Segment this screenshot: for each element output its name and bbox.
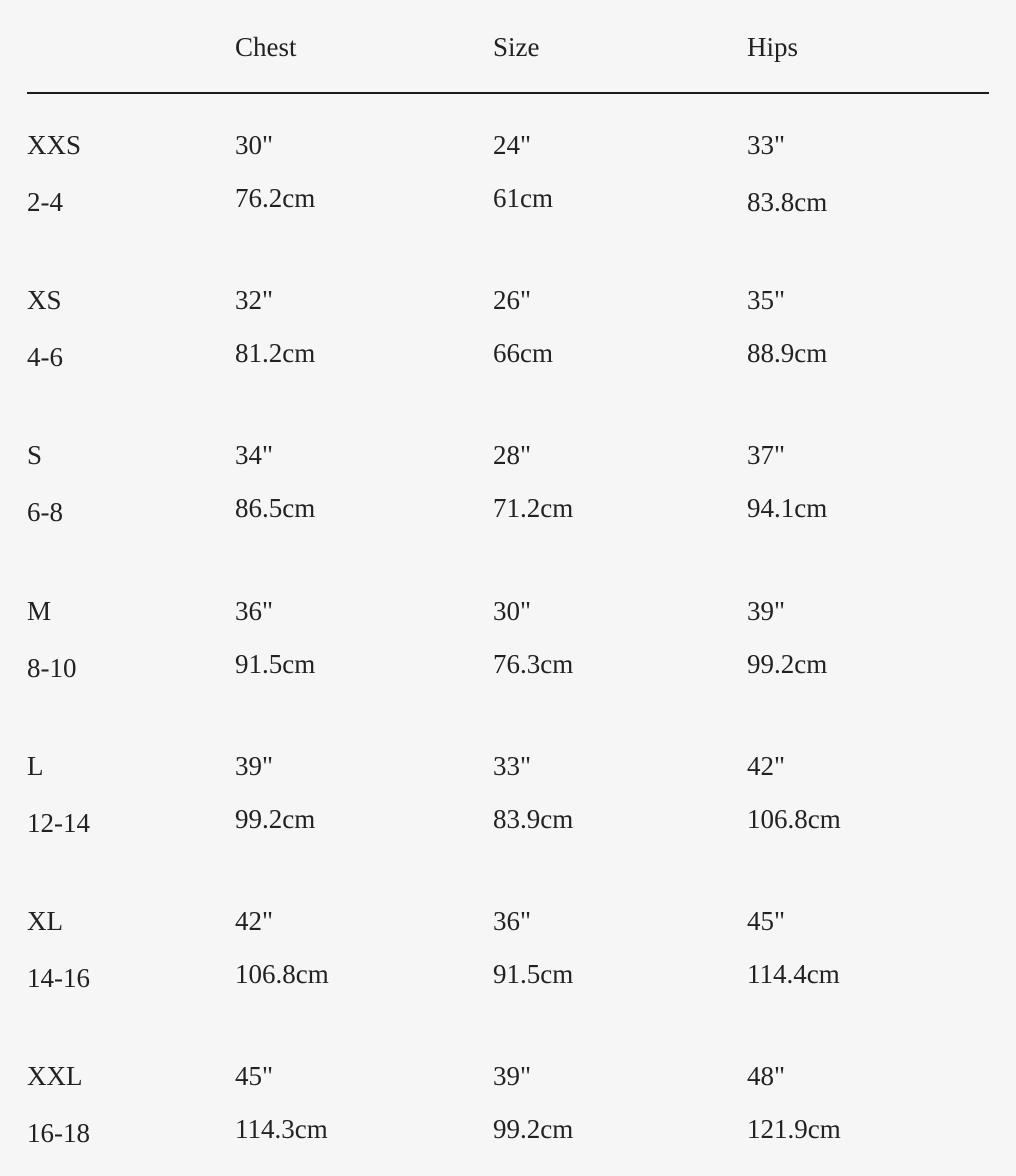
size-cm-cell: 76.3cm (493, 649, 574, 679)
hips-cm-cell: 94.1cm (747, 493, 828, 523)
size-in-cell: 39" (493, 1061, 532, 1091)
header-chest: Chest (235, 32, 297, 62)
size-cell: M (27, 596, 52, 626)
size-in-cell: 33" (493, 751, 532, 781)
chest-cm-cell: 99.2cm (235, 804, 316, 834)
size-in-cell: 24" (493, 130, 532, 160)
size-cell: S (27, 440, 43, 470)
range-cell: 14-16 (27, 963, 90, 993)
chest-cm-cell: 86.5cm (235, 493, 316, 523)
range-cell: 12-14 (27, 808, 90, 838)
chest-in-cell: 32" (235, 285, 274, 315)
chest-in-cell: 45" (235, 1061, 274, 1091)
hips-cm-cell: 114.4cm (747, 959, 840, 989)
size-in-cell: 30" (493, 596, 532, 626)
hips-cm-cell: 99.2cm (747, 649, 828, 679)
size-cm-cell: 71.2cm (493, 493, 574, 523)
chest-cm-cell: 106.8cm (235, 959, 329, 989)
hips-cm-cell: 88.9cm (747, 338, 828, 368)
size-cm-cell: 91.5cm (493, 959, 574, 989)
size-cell: XXL (27, 1061, 83, 1091)
size-cell: XS (27, 285, 62, 315)
chest-cm-cell: 81.2cm (235, 338, 316, 368)
hips-cm-cell: 121.9cm (747, 1114, 841, 1144)
size-cm-cell: 83.9cm (493, 804, 574, 834)
size-in-cell: 28" (493, 440, 532, 470)
size-in-cell: 26" (493, 285, 532, 315)
range-cell: 4-6 (27, 342, 63, 372)
hips-in-cell: 42" (747, 751, 786, 781)
size-cell: XL (27, 906, 63, 936)
header-size: Size (493, 32, 540, 62)
range-cell: 16-18 (27, 1118, 90, 1148)
chest-cm-cell: 91.5cm (235, 649, 316, 679)
hips-in-cell: 48" (747, 1061, 786, 1091)
range-cell: 6-8 (27, 497, 63, 527)
chest-in-cell: 34" (235, 440, 274, 470)
hips-in-cell: 33" (747, 130, 786, 160)
chest-in-cell: 39" (235, 751, 274, 781)
range-cell: 2-4 (27, 187, 63, 217)
chest-in-cell: 30" (235, 130, 274, 160)
hips-in-cell: 39" (747, 596, 786, 626)
size-cm-cell: 66cm (493, 338, 553, 368)
chest-cm-cell: 114.3cm (235, 1114, 328, 1144)
hips-cm-cell: 106.8cm (747, 804, 841, 834)
size-in-cell: 36" (493, 906, 532, 936)
header-divider (27, 92, 989, 94)
range-cell: 8-10 (27, 653, 77, 683)
size-cell: L (27, 751, 44, 781)
chest-in-cell: 42" (235, 906, 274, 936)
chest-cm-cell: 76.2cm (235, 183, 316, 213)
size-cm-cell: 61cm (493, 183, 553, 213)
hips-in-cell: 35" (747, 285, 786, 315)
hips-in-cell: 45" (747, 906, 786, 936)
header-hips: Hips (747, 32, 799, 62)
hips-in-cell: 37" (747, 440, 786, 470)
hips-cm-cell: 83.8cm (747, 187, 828, 217)
size-cell: XXS (27, 130, 82, 160)
size-cm-cell: 99.2cm (493, 1114, 574, 1144)
chest-in-cell: 36" (235, 596, 274, 626)
